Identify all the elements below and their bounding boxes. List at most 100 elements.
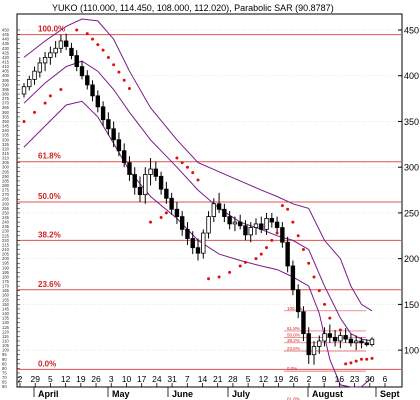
date-tick-label: 9 bbox=[322, 374, 327, 384]
bar-body bbox=[317, 340, 322, 347]
bollinger-upper bbox=[23, 18, 373, 312]
bar-body bbox=[274, 221, 280, 228]
left-tick-label: 280 bbox=[2, 183, 10, 188]
left-tick-label: 410 bbox=[2, 64, 10, 69]
left-tick-label: 90 bbox=[2, 357, 7, 362]
left-tick-label: 340 bbox=[2, 128, 10, 133]
date-tick-label: 6 bbox=[383, 374, 388, 384]
sar-dot bbox=[217, 275, 221, 279]
left-tick-label: 120 bbox=[2, 329, 10, 334]
left-tick-label: 80 bbox=[2, 366, 7, 371]
left-tick-label: 420 bbox=[2, 55, 10, 60]
sar-dot bbox=[238, 264, 242, 268]
minor-fib-label: 61.8% bbox=[287, 396, 300, 400]
date-tick-label: 17 bbox=[137, 374, 147, 384]
date-tick-label: 2 bbox=[18, 374, 23, 384]
left-tick-label: 185 bbox=[2, 270, 10, 275]
bar-body bbox=[348, 338, 354, 344]
sar-dot bbox=[59, 87, 63, 91]
sar-dot bbox=[323, 302, 327, 306]
date-axis: 2 29 5 12 19 26 3 10 17 24 31 7 14 21 28 5 12 19 26 2 9 16 23 3… bbox=[18, 374, 400, 399]
sar-dot bbox=[270, 238, 274, 242]
left-tick-label: 435 bbox=[2, 41, 10, 46]
left-tick-label: 430 bbox=[2, 46, 10, 51]
sar-dot bbox=[275, 231, 279, 235]
left-tick-label: 405 bbox=[2, 69, 10, 74]
sar-dot bbox=[280, 204, 284, 208]
month-label: August bbox=[312, 389, 343, 399]
bar-body bbox=[42, 57, 48, 64]
bar-body bbox=[306, 333, 311, 356]
bar-body bbox=[237, 221, 243, 227]
bar-body bbox=[79, 66, 85, 77]
sar-dot bbox=[365, 357, 369, 361]
sar-dot bbox=[191, 171, 195, 175]
bar-body bbox=[211, 203, 217, 217]
bar-body bbox=[290, 265, 296, 291]
date-tick-label: 23 bbox=[350, 374, 360, 384]
minor-fib-label: 0.0% bbox=[287, 366, 297, 371]
date-tick-label: 10 bbox=[122, 374, 132, 384]
bar-body bbox=[285, 241, 290, 267]
right-tick-label: 250 bbox=[404, 208, 419, 218]
sar-dot bbox=[254, 257, 258, 261]
sar-dot bbox=[185, 165, 189, 169]
left-tick-label: 190 bbox=[2, 265, 10, 270]
date-tick-label: 26 bbox=[91, 374, 101, 384]
left-tick-label: 160 bbox=[2, 293, 10, 298]
date-tick-label: 24 bbox=[152, 374, 162, 384]
left-tick-label: 360 bbox=[2, 110, 10, 115]
left-tick-label: 320 bbox=[2, 146, 10, 151]
bar-body bbox=[353, 340, 359, 344]
fibonacci-levels: 100.0%61.8%50.0%38.2%23.6%0.0% bbox=[17, 25, 402, 370]
sar-dot bbox=[159, 216, 163, 219]
right-tick-label: 450 bbox=[404, 26, 419, 36]
bar-body bbox=[206, 216, 211, 234]
sar-dot bbox=[286, 207, 290, 211]
sar-dot bbox=[259, 252, 263, 256]
left-tick-label: 175 bbox=[2, 279, 10, 284]
left-tick-label: 395 bbox=[2, 78, 10, 83]
left-tick-label: 240 bbox=[2, 220, 10, 225]
left-tick-label: 450 bbox=[2, 28, 10, 33]
sar-dot bbox=[265, 246, 269, 250]
left-tick-label: 125 bbox=[2, 325, 10, 330]
bar-body bbox=[121, 150, 127, 164]
left-tick-label: 295 bbox=[2, 169, 10, 174]
date-tick-label: 3 bbox=[109, 374, 114, 384]
date-tick-label: 12 bbox=[259, 374, 269, 384]
sar-dot bbox=[106, 55, 110, 59]
left-tick-label: 385 bbox=[2, 87, 10, 92]
left-tick-label: 425 bbox=[2, 50, 10, 55]
left-tick-label: 170 bbox=[2, 284, 10, 289]
bar-body bbox=[190, 238, 195, 249]
fib-label: 61.8% bbox=[38, 152, 61, 161]
left-tick-label: 290 bbox=[2, 174, 10, 179]
bar-body bbox=[301, 311, 306, 335]
date-tick-label: 5 bbox=[48, 374, 53, 384]
left-tick-label: 415 bbox=[2, 60, 10, 65]
left-tick-label: 75 bbox=[2, 370, 7, 375]
left-tick-label: 115 bbox=[2, 334, 9, 339]
left-tick-label: 380 bbox=[2, 92, 10, 97]
date-tick-label: 30 bbox=[365, 374, 375, 384]
date-tick-label: 5 bbox=[246, 374, 251, 384]
left-tick-label: 300 bbox=[2, 165, 10, 170]
bar-body bbox=[359, 340, 364, 344]
bar-body bbox=[164, 188, 169, 199]
left-tick-label: 95 bbox=[2, 352, 7, 357]
sar-dot bbox=[117, 70, 121, 74]
bar-body bbox=[27, 78, 32, 88]
sar-dot bbox=[359, 357, 363, 361]
bollinger-lower bbox=[23, 100, 373, 388]
left-tick-label: 155 bbox=[2, 297, 10, 302]
left-tick-label: 445 bbox=[2, 32, 10, 37]
sar-dot bbox=[228, 270, 232, 274]
fib-label: 50.0% bbox=[38, 192, 61, 201]
month-label: April bbox=[38, 389, 59, 399]
fib-label: 0.0% bbox=[38, 359, 56, 368]
minor-fib-label: 38.2% bbox=[287, 338, 300, 343]
left-tick-label: 225 bbox=[2, 233, 10, 238]
left-tick-label: 350 bbox=[2, 119, 10, 124]
left-tick-label: 325 bbox=[2, 142, 10, 147]
